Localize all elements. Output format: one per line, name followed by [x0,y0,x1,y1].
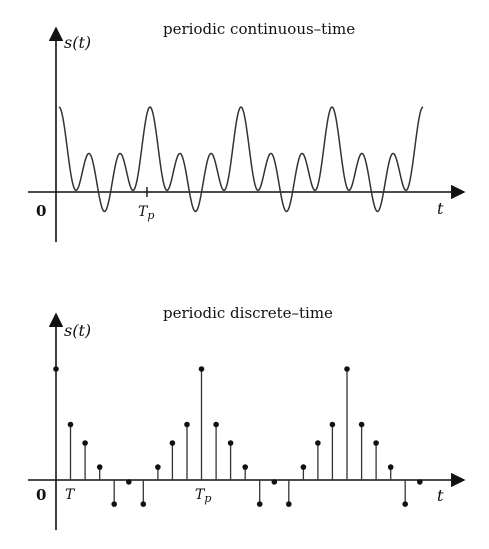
sample-point [184,421,190,428]
sample-point [387,464,394,470]
sample-point [358,421,365,428]
sample-point [402,501,409,507]
continuous-title: periodic continuous–time [163,20,355,38]
sample-point [198,366,205,372]
sample-point [329,421,336,428]
discrete-period-label: Tp [195,487,211,505]
discrete-x-label: t [437,486,444,505]
sample-point [126,479,132,485]
discrete-sample-label: T [65,487,76,503]
sample-point [213,421,219,428]
sample-point [67,421,74,428]
sample-point [373,440,379,446]
continuous-waveform [58,106,424,213]
continuous-y-label: s(t) [64,33,91,52]
discrete-origin-label: 0 [36,486,46,504]
discrete-y-label: s(t) [64,321,91,340]
sample-point [140,501,147,507]
continuous-origin-label: 0 [36,202,46,220]
sample-point [271,479,278,485]
sample-point [169,440,176,446]
sample-point [315,440,321,446]
continuous-panel: periodic continuous–time s(t) t 0 Tp [28,20,466,242]
discrete-stems [53,366,423,507]
sample-point [96,464,103,470]
discrete-panel: periodic discrete–time s(t) t 0 T Tp [28,304,466,530]
continuous-x-label: t [437,199,444,218]
sample-point [300,464,307,470]
continuous-period-label: Tp [138,204,154,222]
sample-point [227,440,234,446]
discrete-title: periodic discrete–time [163,304,333,322]
sample-point [344,366,350,372]
sample-point [256,501,263,507]
sample-point [242,464,248,470]
sample-point [155,464,161,470]
sample-point [417,479,423,485]
sample-point [111,501,117,507]
sample-point [286,501,292,507]
sample-point [53,366,59,372]
sample-point [82,440,88,446]
